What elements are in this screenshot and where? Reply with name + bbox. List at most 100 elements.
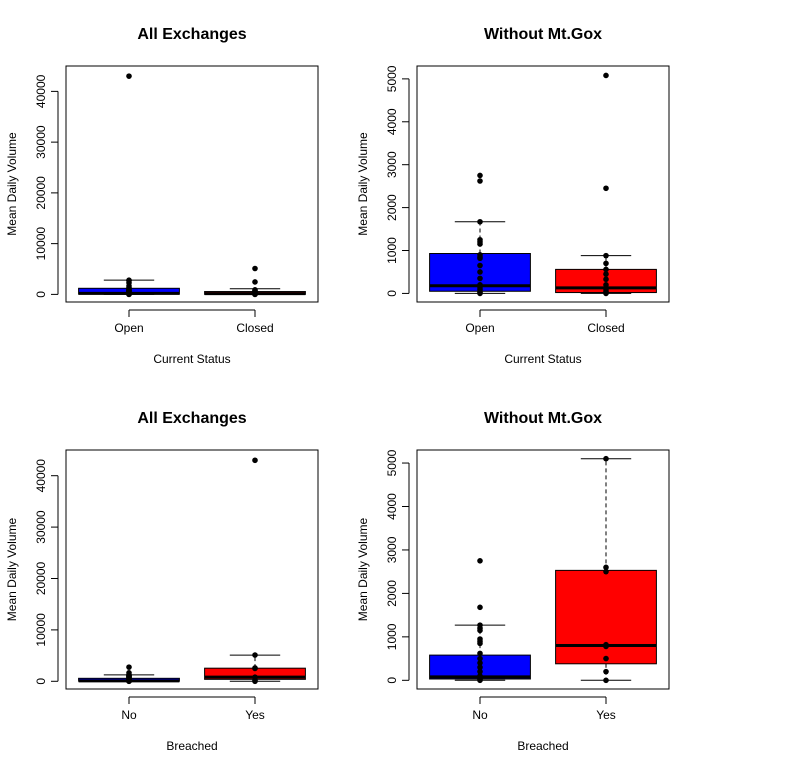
data-point <box>603 185 609 192</box>
data-point <box>603 266 609 273</box>
data-point <box>603 290 609 297</box>
x-axis-title: Breached <box>166 739 217 753</box>
y-tick-label: 0 <box>385 290 399 297</box>
box-open <box>78 73 180 298</box>
chart-panel-4: Without Mt.Gox 0 1000 2000 3000 4000 5000 Mean … <box>356 410 670 753</box>
y-axis-title: Mean Daily Volume <box>5 132 19 236</box>
data-point <box>126 664 132 670</box>
y-tick-label: 40000 <box>34 74 48 108</box>
y-tick-label: 30000 <box>34 510 48 544</box>
y-tick-label: 2000 <box>385 580 399 607</box>
data-point <box>477 650 483 657</box>
data-point <box>603 668 609 675</box>
x-axis-title: Current Status <box>153 352 230 366</box>
y-tick-label: 1000 <box>385 623 399 650</box>
data-point <box>603 568 609 575</box>
data-point <box>603 455 609 462</box>
data-point <box>477 290 483 297</box>
y-tick-label: 3000 <box>385 151 399 178</box>
data-point <box>477 218 483 225</box>
y-tick-label: 0 <box>34 678 48 685</box>
box-no <box>429 558 531 684</box>
data-point <box>603 282 609 288</box>
box-closed <box>204 265 306 298</box>
x-tick-label: Closed <box>587 321 624 335</box>
x-axis-title: Breached <box>517 739 568 753</box>
y-axis-title: Mean Daily Volume <box>5 517 19 621</box>
chart-panel-1: All Exchanges 0 10000 20000 30000 40000 Mean D… <box>5 26 319 366</box>
data-point <box>252 457 258 464</box>
box-body <box>555 569 657 665</box>
y-tick-label: 20000 <box>34 561 48 595</box>
data-point <box>252 265 258 272</box>
data-point <box>477 627 483 634</box>
y-tick-label: 4000 <box>385 493 399 520</box>
data-point <box>603 677 609 684</box>
box-open <box>429 172 531 297</box>
data-point <box>252 279 258 285</box>
box-closed <box>555 72 657 297</box>
data-point <box>252 652 258 658</box>
data-point <box>477 178 483 184</box>
data-point <box>477 604 483 611</box>
plot-frame <box>65 65 319 303</box>
data-point <box>126 678 132 685</box>
y-tick-label: 0 <box>34 291 48 298</box>
x-tick-label: Yes <box>596 708 616 722</box>
data-point <box>126 291 132 298</box>
x-tick-label: No <box>472 708 488 722</box>
data-point <box>477 269 483 275</box>
data-point <box>603 643 609 650</box>
x-tick-label: Open <box>114 321 143 335</box>
plot-frame <box>65 449 319 690</box>
y-tick-label: 30000 <box>34 125 48 159</box>
data-point <box>477 660 483 666</box>
data-point <box>252 678 258 685</box>
chart-panel-3: All Exchanges 0 10000 20000 30000 40000 Mean D… <box>5 410 319 753</box>
data-point <box>252 665 258 672</box>
data-point <box>603 72 609 79</box>
plot-frame <box>416 65 670 303</box>
y-axis-title: Mean Daily Volume <box>356 132 370 236</box>
y-tick-label: 0 <box>385 677 399 684</box>
y-tick-label: 2000 <box>385 194 399 221</box>
y-tick-label: 10000 <box>34 613 48 647</box>
data-point <box>603 564 609 571</box>
data-point <box>477 664 483 671</box>
y-tick-label: 4000 <box>385 108 399 135</box>
data-point <box>252 291 258 298</box>
y-tick-label: 3000 <box>385 536 399 563</box>
box-yes <box>204 457 306 685</box>
data-point <box>477 262 483 269</box>
data-point <box>477 640 483 647</box>
data-point <box>603 655 609 662</box>
box-no <box>78 664 180 685</box>
data-point <box>603 276 609 283</box>
y-tick-label: 10000 <box>34 227 48 261</box>
chart-title: Without Mt.Gox <box>484 410 602 427</box>
x-axis-title: Current Status <box>504 352 581 366</box>
data-point <box>477 677 483 684</box>
data-point <box>603 252 609 259</box>
data-point <box>477 275 483 282</box>
data-point <box>477 172 483 179</box>
data-point <box>477 668 483 675</box>
chart-title: All Exchanges <box>137 26 246 43</box>
data-point <box>477 255 483 262</box>
y-tick-label: 5000 <box>385 449 399 476</box>
x-tick-label: No <box>121 708 137 722</box>
box-yes <box>555 455 657 684</box>
y-tick-label: 40000 <box>34 459 48 493</box>
x-tick-label: Closed <box>236 321 273 335</box>
plot-frame <box>416 449 670 690</box>
y-axis-title: Mean Daily Volume <box>356 517 370 621</box>
chart-title: Without Mt.Gox <box>484 26 602 43</box>
chart-title: All Exchanges <box>137 410 246 427</box>
data-point <box>126 73 132 79</box>
data-point <box>603 260 609 267</box>
chart-panel-2: Without Mt.Gox 0 1000 2000 3000 4000 5000 Mean … <box>356 26 670 366</box>
y-tick-label: 5000 <box>385 65 399 92</box>
y-tick-label: 20000 <box>34 176 48 210</box>
x-tick-label: Yes <box>245 708 265 722</box>
